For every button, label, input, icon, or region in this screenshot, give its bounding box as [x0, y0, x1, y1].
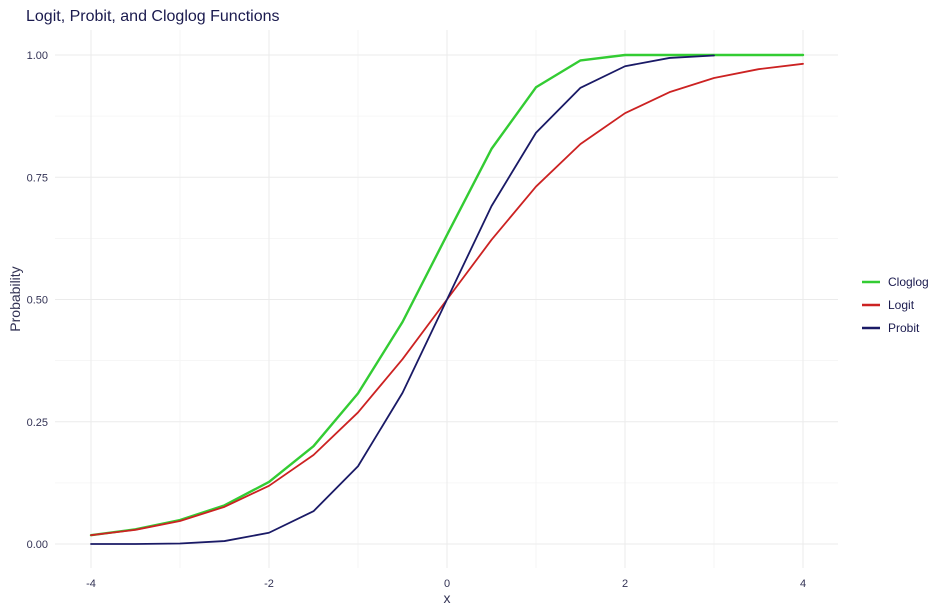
legend-label-probit: Probit [888, 321, 920, 335]
legend-label-logit: Logit [888, 298, 915, 312]
x-tick-label: 2 [622, 578, 628, 590]
y-tick-label: 0.75 [27, 172, 48, 184]
x-axis-ticks: -4 -2 0 2 4 [86, 578, 806, 590]
x-tick-label: 0 [444, 578, 450, 590]
x-tick-label: 4 [800, 578, 806, 590]
chart-title: Logit, Probit, and Cloglog Functions [26, 8, 279, 25]
x-tick-label: -2 [264, 578, 274, 590]
x-axis-label: x [444, 590, 451, 606]
y-tick-label: 0.50 [27, 295, 48, 307]
series-line-probit [90, 54, 715, 545]
y-tick-label: 0.00 [27, 539, 48, 551]
y-axis-label: Probability [7, 266, 23, 331]
grid [55, 30, 838, 568]
series-line-cloglog [89, 53, 805, 537]
legend: Cloglog Logit Probit [862, 275, 929, 335]
y-axis-ticks: 0.00 0.25 0.50 0.75 1.00 [27, 50, 48, 551]
y-tick-label: 1.00 [27, 50, 48, 62]
x-tick-label: -4 [86, 578, 96, 590]
series-lines [89, 53, 805, 545]
legend-label-cloglog: Cloglog [888, 275, 929, 289]
y-tick-label: 0.25 [27, 417, 48, 429]
